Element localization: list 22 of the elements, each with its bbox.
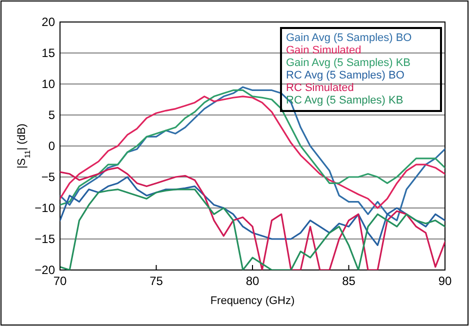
- text: RC Simulated: [286, 82, 354, 94]
- y-tick-label: 15: [42, 46, 56, 60]
- y-tick-label: 0: [48, 139, 56, 153]
- x-tick-label: 90: [438, 274, 452, 288]
- text: RC Avg (5 Samples) BO: [286, 70, 405, 82]
- line-series: [60, 188, 445, 270]
- x-tick-label: 85: [342, 274, 356, 288]
- y-tick-label: −10: [34, 201, 56, 215]
- y-tick-label: −20: [34, 263, 56, 277]
- text: Gain Avg (5 Samples) KB: [286, 57, 411, 69]
- y-tick-label: 20: [42, 15, 56, 29]
- y-tick-label: −5: [41, 170, 56, 184]
- line-series: [60, 166, 445, 270]
- y-tick-label: 10: [42, 77, 56, 91]
- text: Gain Avg (5 Samples) BO: [286, 32, 412, 44]
- x-tick-label: 80: [246, 274, 260, 288]
- line-series: [60, 176, 445, 246]
- y-tick-label: −15: [34, 232, 56, 246]
- y-tick-label: 5: [48, 108, 56, 122]
- x-tick-label: 75: [150, 274, 164, 288]
- x-tick-label: 70: [53, 274, 67, 288]
- x-axis-title: Frequency (GHz): [210, 295, 295, 307]
